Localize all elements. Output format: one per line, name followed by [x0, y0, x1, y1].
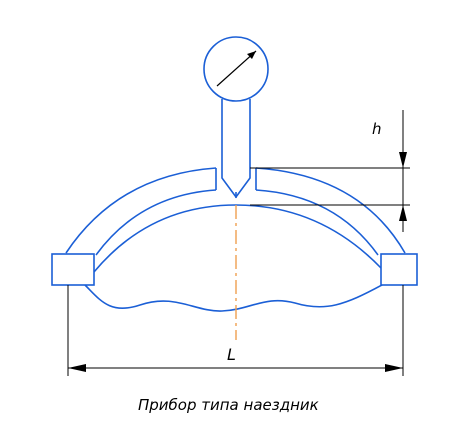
dial-face	[203, 36, 269, 102]
dial-needle-tip	[247, 51, 256, 59]
rider-saddle	[51, 167, 418, 286]
height-dimension	[250, 110, 410, 232]
right-foot	[380, 253, 418, 286]
diagram-caption: Прибор типа наездник	[138, 396, 319, 414]
length-dimension	[67, 285, 404, 376]
left-foot	[51, 253, 95, 286]
probe-stem	[221, 99, 251, 199]
height-label: h	[372, 120, 382, 138]
length-label: L	[227, 345, 236, 364]
dial-needle	[216, 50, 257, 87]
dial-gauge-icon	[203, 36, 269, 102]
